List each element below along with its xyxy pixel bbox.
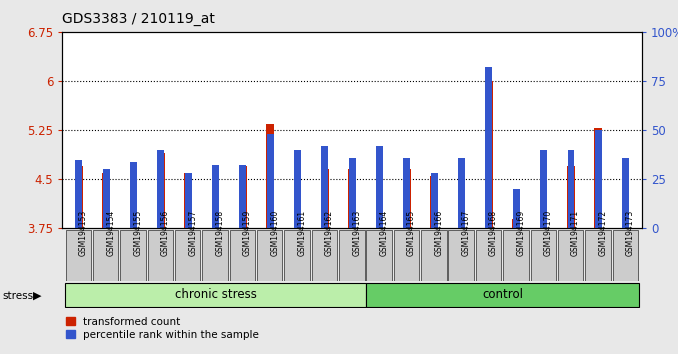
Text: GSM194159: GSM194159 xyxy=(243,210,252,256)
FancyBboxPatch shape xyxy=(312,230,337,281)
FancyBboxPatch shape xyxy=(93,230,119,281)
FancyBboxPatch shape xyxy=(65,283,366,307)
FancyBboxPatch shape xyxy=(612,230,638,281)
Text: GSM194170: GSM194170 xyxy=(544,210,553,256)
Text: GSM194163: GSM194163 xyxy=(353,210,361,256)
Bar xyxy=(294,166,301,228)
FancyBboxPatch shape xyxy=(175,230,201,281)
Bar xyxy=(458,170,465,228)
FancyBboxPatch shape xyxy=(230,230,255,281)
Bar xyxy=(403,170,411,228)
Bar xyxy=(102,173,110,228)
Text: GSM194160: GSM194160 xyxy=(271,210,279,256)
Bar xyxy=(184,173,192,228)
Bar xyxy=(102,170,110,228)
Bar xyxy=(431,173,438,228)
Text: GSM194169: GSM194169 xyxy=(516,210,525,256)
Bar xyxy=(75,160,82,228)
Bar xyxy=(157,150,164,228)
Text: GSM194157: GSM194157 xyxy=(188,210,197,256)
FancyBboxPatch shape xyxy=(366,230,392,281)
Text: GSM194173: GSM194173 xyxy=(626,210,635,256)
Text: GSM194153: GSM194153 xyxy=(79,210,87,256)
Bar xyxy=(130,161,137,228)
Bar xyxy=(129,165,138,228)
Bar xyxy=(485,81,493,228)
Bar xyxy=(348,170,356,228)
Bar xyxy=(567,150,574,228)
Text: GSM194155: GSM194155 xyxy=(134,210,142,256)
Bar xyxy=(513,189,520,228)
Bar xyxy=(513,218,520,228)
Text: chronic stress: chronic stress xyxy=(174,288,256,301)
FancyBboxPatch shape xyxy=(148,230,173,281)
Bar xyxy=(403,158,410,228)
Text: GSM194172: GSM194172 xyxy=(598,210,607,256)
Text: GSM194171: GSM194171 xyxy=(571,210,580,256)
Text: GSM194162: GSM194162 xyxy=(325,210,334,256)
Bar xyxy=(376,146,383,228)
Bar xyxy=(458,158,465,228)
Bar xyxy=(239,166,247,228)
Bar xyxy=(540,150,547,228)
Text: GSM194158: GSM194158 xyxy=(216,210,224,256)
FancyBboxPatch shape xyxy=(530,230,556,281)
FancyBboxPatch shape xyxy=(476,230,501,281)
FancyBboxPatch shape xyxy=(257,230,283,281)
Text: GSM194168: GSM194168 xyxy=(489,210,498,256)
FancyBboxPatch shape xyxy=(66,230,91,281)
Bar xyxy=(595,130,602,228)
Text: GSM194167: GSM194167 xyxy=(462,210,471,256)
Bar xyxy=(184,173,192,228)
FancyBboxPatch shape xyxy=(284,230,310,281)
FancyBboxPatch shape xyxy=(503,230,529,281)
Bar xyxy=(567,166,575,228)
Bar xyxy=(212,165,219,228)
Text: GSM194165: GSM194165 xyxy=(407,210,416,256)
Bar xyxy=(212,170,219,228)
FancyBboxPatch shape xyxy=(421,230,447,281)
Bar xyxy=(485,67,492,228)
Text: GSM194161: GSM194161 xyxy=(298,210,306,256)
Bar xyxy=(266,124,274,228)
Bar xyxy=(348,158,356,228)
FancyBboxPatch shape xyxy=(202,230,228,281)
FancyBboxPatch shape xyxy=(339,230,365,281)
FancyBboxPatch shape xyxy=(448,230,474,281)
Text: ▶: ▶ xyxy=(33,291,41,301)
Text: GSM194164: GSM194164 xyxy=(380,210,388,256)
FancyBboxPatch shape xyxy=(121,230,146,281)
Bar xyxy=(622,170,629,228)
Text: GDS3383 / 210119_at: GDS3383 / 210119_at xyxy=(62,12,215,27)
FancyBboxPatch shape xyxy=(394,230,419,281)
Bar xyxy=(321,146,328,228)
FancyBboxPatch shape xyxy=(366,283,639,307)
Bar xyxy=(321,170,329,228)
Legend: transformed count, percentile rank within the sample: transformed count, percentile rank withi… xyxy=(66,317,259,340)
Bar xyxy=(157,153,165,228)
Bar xyxy=(595,128,602,228)
Bar xyxy=(540,170,547,228)
Text: GSM194154: GSM194154 xyxy=(106,210,115,256)
Bar xyxy=(266,134,274,228)
Bar xyxy=(431,176,438,228)
FancyBboxPatch shape xyxy=(558,230,583,281)
Bar xyxy=(294,150,301,228)
FancyBboxPatch shape xyxy=(585,230,611,281)
Text: stress: stress xyxy=(3,291,34,301)
Bar xyxy=(75,166,83,228)
Text: control: control xyxy=(482,288,523,301)
Text: GSM194156: GSM194156 xyxy=(161,210,170,256)
Bar xyxy=(622,158,629,228)
Bar xyxy=(239,165,246,228)
Bar xyxy=(376,163,383,228)
Text: GSM194166: GSM194166 xyxy=(434,210,443,256)
